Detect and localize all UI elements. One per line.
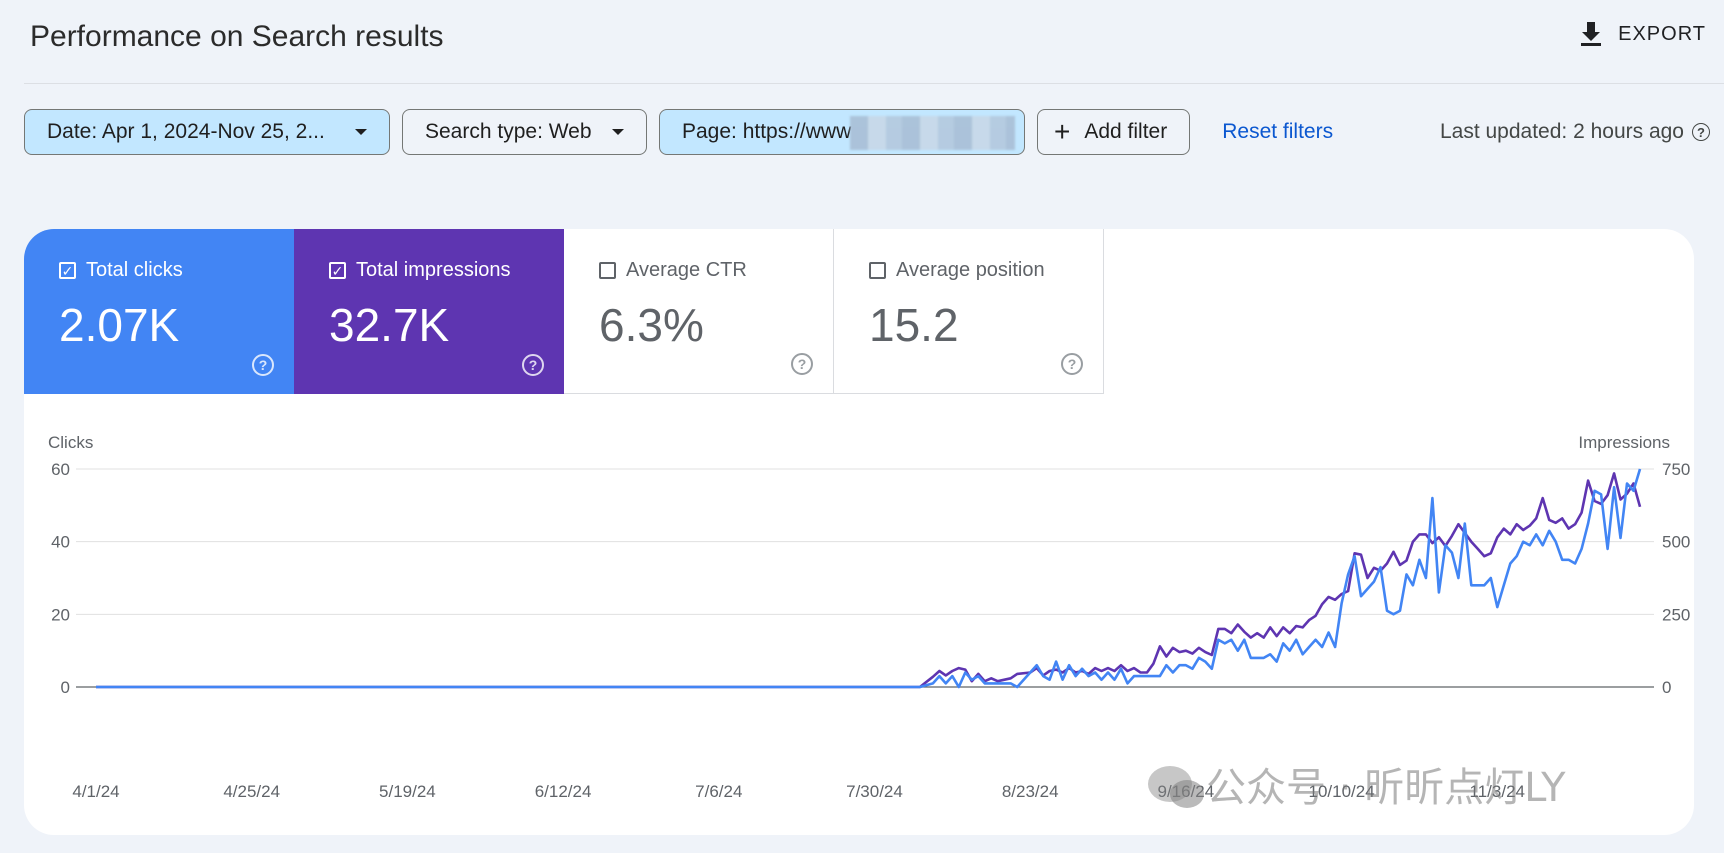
x-tick-label: 4/1/24 — [72, 782, 119, 801]
help-icon[interactable]: ? — [522, 354, 544, 376]
page-filter-chip[interactable]: Page: https://www — [659, 109, 1025, 155]
metric-value: 15.2 — [869, 299, 959, 351]
y-axis-left-label: Clicks — [48, 433, 93, 452]
last-updated-text: Last updated: 2 hours ago — [1439, 120, 1684, 143]
y-left-tick-label: 0 — [61, 678, 70, 697]
metric-label: Average position — [896, 259, 1045, 281]
watermark-text: 公众号 · 昕昕点灯LY — [1206, 765, 1566, 811]
metric-tabs: ✓ Total clicks 2.07K ? ✓ Total impressio… — [24, 229, 1104, 394]
y-left-tick-label: 20 — [51, 605, 70, 624]
metric-value: 6.3% — [599, 299, 704, 351]
x-tick-label: 7/30/24 — [846, 782, 903, 801]
chevron-down-icon — [612, 129, 624, 135]
header-divider — [24, 83, 1724, 84]
add-filter-button[interactable]: + Add filter — [1037, 109, 1191, 155]
checkbox-checked-icon[interactable]: ✓ — [329, 262, 346, 279]
y-right-tick-label: 250 — [1662, 605, 1690, 624]
y-axis-right-label: Impressions — [1578, 433, 1670, 452]
y-right-tick-label: 500 — [1662, 533, 1690, 552]
help-icon[interactable]: ? — [791, 353, 813, 375]
date-filter-chip[interactable]: Date: Apr 1, 2024-Nov 25, 2... — [24, 109, 390, 155]
metric-label: Total clicks — [86, 259, 183, 281]
help-icon[interactable]: ? — [1692, 123, 1710, 141]
metric-value: 2.07K — [59, 299, 180, 351]
x-tick-label: 4/25/24 — [223, 782, 280, 801]
page-title: Performance on Search results — [30, 20, 444, 53]
metric-label: Average CTR — [626, 259, 747, 281]
filter-bar: Date: Apr 1, 2024-Nov 25, 2... Search ty… — [24, 109, 1333, 155]
metric-total-impressions[interactable]: ✓ Total impressions 32.7K ? — [294, 229, 564, 394]
plus-icon: + — [1054, 116, 1071, 147]
x-tick-label: 7/6/24 — [695, 782, 742, 801]
y-left-tick-label: 40 — [51, 533, 70, 552]
metric-total-clicks[interactable]: ✓ Total clicks 2.07K ? — [24, 229, 294, 394]
search-type-label: Search type: Web — [425, 120, 592, 143]
y-right-tick-label: 750 — [1662, 460, 1690, 479]
metric-label: Total impressions — [356, 259, 511, 281]
metric-average-ctr[interactable]: Average CTR 6.3% ? — [564, 229, 834, 394]
y-left-tick-label: 60 — [51, 460, 70, 479]
series-line-clicks — [96, 468, 1642, 689]
redacted-url-blur — [850, 116, 1015, 150]
x-tick-label: 11/3/24 — [1470, 782, 1525, 801]
watermark: 公众号 · 昕昕点灯LY — [1148, 755, 1566, 813]
search-type-filter-chip[interactable]: Search type: Web — [402, 109, 647, 155]
chevron-down-icon — [355, 129, 367, 135]
help-icon[interactable]: ? — [1061, 353, 1083, 375]
last-updated: Last updated: 2 hours ago ? — [1440, 120, 1710, 144]
performance-chart[interactable]: Clicks Impressions 0 20 40 60 0 250 500 750 4/1/… — [24, 229, 1694, 835]
x-tick-label: 10/10/24 — [1308, 782, 1374, 801]
export-button[interactable]: EXPORT — [1578, 20, 1706, 48]
date-filter-label: Date: Apr 1, 2024-Nov 25, 2... — [47, 120, 325, 143]
x-tick-label: 8/23/24 — [1002, 782, 1059, 801]
y-right-tick-label: 0 — [1662, 678, 1671, 697]
metric-value: 32.7K — [329, 299, 450, 351]
x-tick-label: 5/19/24 — [379, 782, 436, 801]
add-filter-label: Add filter — [1084, 120, 1168, 143]
performance-card: ✓ Total clicks 2.07K ? ✓ Total impressio… — [24, 229, 1694, 835]
series-line-impressions — [96, 472, 1642, 689]
wechat-icon — [1148, 766, 1204, 808]
checkbox-unchecked-icon[interactable] — [599, 262, 616, 279]
export-label: EXPORT — [1618, 22, 1706, 45]
x-tick-label: 6/12/24 — [535, 782, 592, 801]
metric-average-position[interactable]: Average position 15.2 ? — [834, 229, 1104, 394]
help-icon[interactable]: ? — [252, 354, 274, 376]
download-icon — [1581, 22, 1602, 46]
reset-filters-link[interactable]: Reset filters — [1222, 120, 1334, 143]
checkbox-checked-icon[interactable]: ✓ — [59, 262, 76, 279]
checkbox-unchecked-icon[interactable] — [869, 262, 886, 279]
page-filter-label: Page: https://www — [682, 120, 852, 143]
